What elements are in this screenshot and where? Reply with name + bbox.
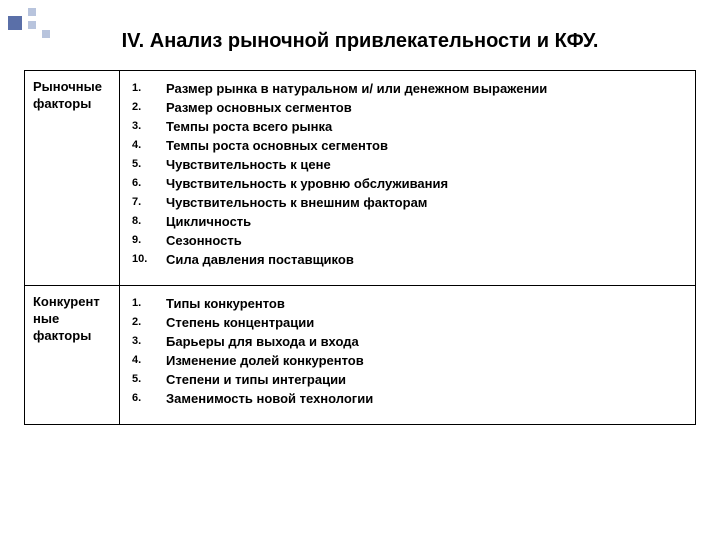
list-item: Чувствительность к уровню обслуживания [166,174,687,193]
list-item: Барьеры для выхода и входа [166,332,687,351]
item-number: 4. [128,351,166,370]
list-item: Изменение долей конкурентов [166,351,687,370]
list-item: Размер основных сегментов [166,98,687,117]
number-column: 1. 2. 3. 4. 5. 6. 7. 8. 9. 10. [128,79,166,269]
item-number: 1. [128,79,166,98]
list-item: Темпы роста всего рынка [166,117,687,136]
table-row: Конкурент ные факторы 1. 2. 3. 4. 5. 6. … [25,286,695,424]
factors-table: Рыночные факторы 1. 2. 3. 4. 5. 6. 7. 8.… [24,70,696,425]
list-item: Сила давления поставщиков [166,250,687,269]
row-label: Конкурент ные факторы [25,286,120,424]
decor-square-large [8,16,22,30]
row-label: Рыночные факторы [25,71,120,285]
corner-decoration [8,8,50,30]
decor-square-small [28,8,36,16]
item-number: 4. [128,136,166,155]
list-item: Размер рынка в натуральном и/ или денежн… [166,79,687,98]
item-number: 9. [128,231,166,250]
table-row: Рыночные факторы 1. 2. 3. 4. 5. 6. 7. 8.… [25,71,695,286]
list-item: Типы конкурентов [166,294,687,313]
list-item: Степень концентрации [166,313,687,332]
item-number: 10. [128,250,166,269]
item-number: 3. [128,117,166,136]
slide-title: IV. Анализ рыночной привлекательности и … [0,30,720,53]
row-content: 1. 2. 3. 4. 5. 6. Типы конкурентов Степе… [120,286,695,424]
item-number: 2. [128,313,166,332]
item-number: 6. [128,389,166,408]
list-item: Чувствительность к цене [166,155,687,174]
item-column: Размер рынка в натуральном и/ или денежн… [166,79,687,269]
item-number: 2. [128,98,166,117]
item-number: 5. [128,370,166,389]
item-column: Типы конкурентов Степень концентрации Ба… [166,294,687,408]
list-item: Темпы роста основных сегментов [166,136,687,155]
item-number: 1. [128,294,166,313]
item-number: 6. [128,174,166,193]
item-number: 5. [128,155,166,174]
number-column: 1. 2. 3. 4. 5. 6. [128,294,166,408]
item-number: 7. [128,193,166,212]
list-item: Цикличность [166,212,687,231]
list-item: Степени и типы интеграции [166,370,687,389]
list-item: Заменимость новой технологии [166,389,687,408]
decor-square-small [28,21,36,29]
list-item: Сезонность [166,231,687,250]
item-number: 8. [128,212,166,231]
item-number: 3. [128,332,166,351]
row-content: 1. 2. 3. 4. 5. 6. 7. 8. 9. 10. Размер ры… [120,71,695,285]
decor-square-group [28,8,36,30]
list-item: Чувствительность к внешним факторам [166,193,687,212]
